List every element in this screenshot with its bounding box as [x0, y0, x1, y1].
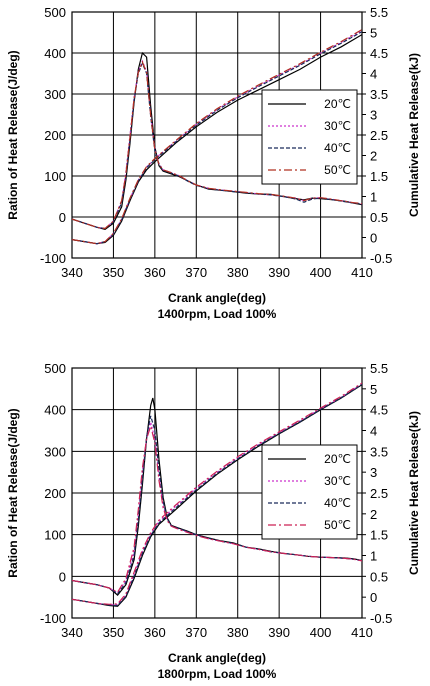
series-line-rate-2 [72, 422, 362, 594]
y-left-tick-label: 100 [44, 528, 66, 543]
legend: 20℃ 30℃ 40℃ 50℃ [261, 89, 358, 185]
x-tick-label: 370 [185, 625, 207, 640]
y-right-tick-label: 3 [370, 108, 377, 123]
y-right-tick-label: 1.5 [370, 169, 388, 184]
legend-box [261, 444, 358, 540]
x-tick-label: 400 [310, 625, 332, 640]
chart-panel-1: 340 350 360 370 380 390 400 410-100010020030040… [6, 5, 421, 321]
y-right-tick-label: 4 [370, 424, 377, 439]
y-left-tick-label: 0 [59, 569, 66, 584]
x-tick-label: 340 [61, 265, 83, 280]
x-tick-label: 410 [351, 265, 373, 280]
y-left-tick-label: -100 [40, 251, 66, 266]
y-left-tick-label: 400 [44, 46, 66, 61]
x-tick-label: 380 [227, 625, 249, 640]
y-right-tick-label: 3.5 [370, 444, 388, 459]
y-axis-left-title: Ration of Heat Release(J/deg) [6, 50, 20, 219]
y-right-tick-label: 3.5 [370, 87, 388, 102]
y-left-tick-label: 300 [44, 444, 66, 459]
x-tick-label: 360 [144, 265, 166, 280]
chart-caption: 1800rpm, Load 100% [158, 667, 277, 681]
y-left-tick-label: 200 [44, 128, 66, 143]
series-line-cumulative-3 [72, 383, 362, 607]
y-right-tick-label: 4.5 [370, 46, 388, 61]
y-right-tick-label: 5.5 [370, 5, 388, 20]
y-right-tick-label: 2.5 [370, 128, 388, 143]
x-tick-label: 400 [310, 265, 332, 280]
x-tick-label: 390 [268, 265, 290, 280]
legend-box [261, 89, 358, 185]
y-right-tick-label: 4 [370, 67, 377, 82]
y-right-tick-label: 0.5 [370, 210, 388, 225]
y-left-tick-label: 300 [44, 87, 66, 102]
legend: 20℃ 30℃ 40℃ 50℃ [261, 444, 358, 540]
legend-label: 30℃ [324, 474, 351, 488]
x-tick-label: 390 [268, 625, 290, 640]
y-right-tick-label: 1 [370, 549, 377, 564]
x-tick-label: 340 [61, 625, 83, 640]
y-right-tick-label: 1 [370, 190, 377, 205]
legend-label: 30℃ [324, 119, 351, 133]
x-tick-label: 410 [351, 625, 373, 640]
series-line-rate-4 [72, 60, 362, 230]
x-tick-label: 350 [103, 265, 125, 280]
x-axis-title: Crank angle(deg) [168, 651, 266, 665]
y-left-tick-label: 200 [44, 486, 66, 501]
y-right-tick-label: 5.5 [370, 361, 388, 376]
y-left-tick-label: 500 [44, 5, 66, 20]
x-tick-label: 380 [227, 265, 249, 280]
series-line-rate-3 [72, 415, 362, 595]
y-left-tick-label: 500 [44, 361, 66, 376]
chart-panel-2: 340 350 360 370 380 390 400 410-100010020030040… [6, 361, 421, 681]
series-line-cumulative-4 [72, 29, 362, 245]
y-right-tick-label: 2.5 [370, 486, 388, 501]
x-tick-label: 370 [185, 265, 207, 280]
y-right-tick-label: 2 [370, 149, 377, 164]
legend-label: 50℃ [324, 163, 351, 177]
series-line-cumulative-3 [72, 31, 362, 245]
series-line-cumulative-4 [72, 382, 362, 605]
x-axis-title: Crank angle(deg) [168, 291, 266, 305]
x-tick-label: 360 [144, 625, 166, 640]
legend-label: 20℃ [324, 452, 351, 466]
y-right-tick-label: 0.5 [370, 569, 388, 584]
x-tick-label: 350 [103, 625, 125, 640]
y-right-tick-label: -0.5 [370, 611, 392, 626]
y-right-tick-label: 5 [370, 26, 377, 41]
y-axis-right-title: Cumulative Heat Release(kJ) [407, 53, 421, 217]
y-right-tick-label: 0 [370, 590, 377, 605]
chart-caption: 1400rpm, Load 100% [158, 307, 277, 321]
y-right-tick-label: -0.5 [370, 251, 392, 266]
y-right-tick-label: 4.5 [370, 403, 388, 418]
y-left-tick-label: 100 [44, 169, 66, 184]
series-line-cumulative-1 [72, 34, 362, 245]
legend-label: 40℃ [324, 141, 351, 155]
y-axis-left-title: Ration of Heat Release(J/deg) [6, 408, 20, 577]
legend-label: 40℃ [324, 496, 351, 510]
y-right-tick-label: 5 [370, 382, 377, 397]
y-axis-right-title: Cumulative Heat Release(kJ) [407, 411, 421, 575]
legend-label: 50℃ [324, 518, 351, 532]
y-right-tick-label: 3 [370, 465, 377, 480]
y-left-tick-label: -100 [40, 611, 66, 626]
y-left-tick-label: 0 [59, 210, 66, 225]
y-left-tick-label: 400 [44, 403, 66, 418]
y-right-tick-label: 0 [370, 231, 377, 246]
y-right-tick-label: 1.5 [370, 528, 388, 543]
y-right-tick-label: 2 [370, 507, 377, 522]
legend-label: 20℃ [324, 97, 351, 111]
series-line-cumulative-2 [72, 383, 362, 606]
